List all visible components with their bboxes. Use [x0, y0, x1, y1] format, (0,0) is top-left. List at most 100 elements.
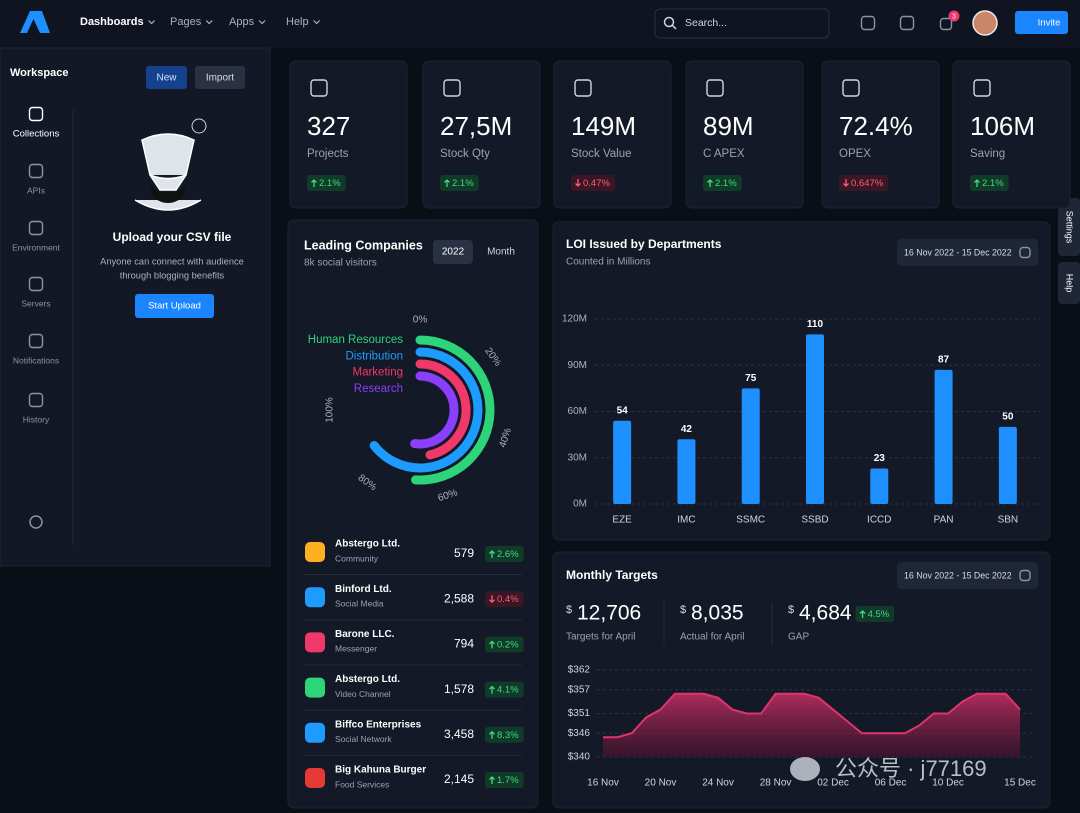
- settings-icon: [29, 515, 43, 529]
- x-tick-label: SSBD: [801, 515, 828, 526]
- side-tab[interactable]: [1058, 198, 1080, 256]
- trend-arrow: [489, 640, 495, 649]
- company-change: [485, 591, 524, 608]
- company-type: Social Network: [335, 734, 392, 744]
- rail-label[interactable]: APIs: [27, 185, 45, 195]
- new-button[interactable]: [146, 66, 187, 89]
- stat-change: [703, 175, 742, 191]
- x-tick-label: EZE: [612, 515, 632, 526]
- illustration: [134, 133, 202, 211]
- side-tab[interactable]: [1058, 262, 1080, 304]
- radial-bar: [411, 335, 495, 485]
- stat-change: [571, 175, 615, 191]
- y-tick-label: 120M: [562, 314, 587, 325]
- stat-card: [422, 60, 541, 209]
- rail-label[interactable]: History: [23, 414, 50, 424]
- rail-icon: [28, 392, 44, 408]
- upload-text: Anyone can connect with audience: [100, 256, 244, 266]
- data-label: 75: [745, 373, 757, 384]
- trend-arrow: [974, 179, 980, 187]
- radial-bar: [369, 347, 483, 473]
- stat-label: Stock Value: [571, 148, 632, 160]
- date-range[interactable]: [897, 239, 1038, 266]
- trend-value: 8.3%: [497, 730, 519, 741]
- import-label: Import: [206, 73, 235, 84]
- figure-value: 12,706: [577, 602, 641, 625]
- bar: [613, 420, 632, 504]
- trend-arrow: [489, 730, 495, 739]
- upload-button[interactable]: [135, 294, 214, 318]
- logo: [20, 11, 50, 33]
- company-name: Biffco Enterprises: [335, 719, 422, 730]
- x-tick-label: PAN: [934, 515, 954, 526]
- company-logo: [305, 677, 325, 698]
- x-tick-label: SBN: [998, 515, 1019, 526]
- search-icon: [671, 24, 677, 30]
- add-icon: [860, 15, 876, 31]
- stat-value: 89M: [703, 111, 754, 141]
- y-tick-label: 60M: [568, 406, 587, 417]
- nav-menu-item[interactable]: Dashboards: [80, 16, 144, 28]
- nav-menu-item[interactable]: Apps: [229, 16, 255, 28]
- rail-label[interactable]: Collections: [13, 129, 60, 140]
- company-logo: [305, 587, 325, 608]
- data-label: 54: [617, 405, 629, 416]
- invite-button[interactable]: [1015, 11, 1068, 34]
- rail-label[interactable]: Servers: [21, 298, 50, 308]
- new-label: New: [156, 73, 177, 84]
- company-change: [485, 546, 524, 562]
- notification-badge: [948, 10, 960, 22]
- company-value: 2,145: [444, 772, 474, 786]
- bar: [741, 388, 760, 504]
- chart-title: LOI Issued by Departments: [566, 237, 722, 251]
- y-tick-label: $340: [568, 752, 591, 763]
- y-tick-label: 90M: [568, 360, 587, 371]
- figure-label: GAP: [788, 632, 809, 643]
- tab-label[interactable]: Month: [487, 247, 515, 258]
- panel-title: Leading Companies: [304, 238, 423, 252]
- x-tick-label: SSMC: [736, 515, 765, 526]
- figure-value: 4,684: [799, 602, 852, 625]
- stat-card: [952, 60, 1071, 209]
- panel-title: Monthly Targets: [566, 568, 658, 582]
- search-box[interactable]: [654, 8, 830, 39]
- stat-icon: [973, 79, 991, 97]
- stat-change: [970, 175, 1009, 191]
- bar: [870, 468, 889, 504]
- trend-arrow: [311, 179, 317, 187]
- company-name: Abstergo Ltd.: [335, 674, 400, 685]
- company-type: Messenger: [335, 644, 377, 654]
- rail-label[interactable]: Notifications: [13, 355, 59, 365]
- y-tick-label: $351: [568, 708, 591, 719]
- company-type: Community: [335, 553, 379, 563]
- nav-menu-item[interactable]: Help: [286, 16, 309, 28]
- x-tick-label: 16 Nov: [587, 778, 619, 789]
- x-tick-label: 10 Dec: [932, 778, 964, 789]
- avatar[interactable]: [972, 10, 998, 36]
- company-name: Barone LLC.: [335, 629, 395, 640]
- chevron: [205, 20, 213, 25]
- tab-active[interactable]: [433, 240, 473, 264]
- side-tab-label: Settings: [1065, 211, 1075, 244]
- stat-label: OPEX: [839, 148, 871, 160]
- date-range[interactable]: [897, 562, 1038, 589]
- chart-subtitle: Counted in Millions: [566, 257, 651, 268]
- nav-menu-item[interactable]: Pages: [170, 16, 202, 28]
- stat-card: [821, 60, 940, 209]
- currency: $: [566, 604, 572, 616]
- top-nav: [0, 0, 1080, 48]
- rail-icon: [28, 333, 44, 349]
- trend-value: 0.4%: [497, 594, 519, 605]
- x-tick-label: ICCD: [867, 515, 891, 526]
- import-button[interactable]: [195, 66, 245, 89]
- currency: $: [788, 604, 794, 616]
- radial-bar: [410, 371, 459, 449]
- illustration: [150, 186, 186, 203]
- company-name: Big Kahuna Burger: [335, 765, 426, 776]
- data-label: 42: [681, 424, 693, 435]
- rail-label[interactable]: Environment: [12, 242, 60, 252]
- calendar-icon: [1019, 246, 1031, 259]
- figure-label: Targets for April: [566, 632, 635, 643]
- stat-label: C APEX: [703, 148, 745, 160]
